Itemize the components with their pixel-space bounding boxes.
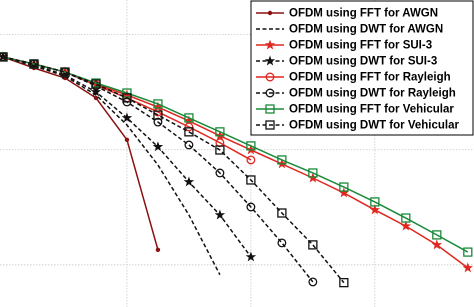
marker: [277, 155, 287, 165]
marker: [339, 277, 349, 288]
plot-lines: [0, 51, 474, 288]
marker: [246, 155, 256, 165]
marker: [431, 239, 443, 250]
marker: [245, 251, 257, 262]
marker: [184, 140, 194, 150]
marker: [277, 208, 287, 218]
marker: [152, 141, 164, 152]
marker: [370, 197, 380, 207]
marker: [308, 277, 318, 287]
legend-marker: [264, 39, 276, 50]
series-line: [2, 56, 221, 276]
marker: [277, 238, 287, 248]
marker: [246, 175, 256, 185]
marker: [153, 110, 163, 120]
legend: OFDM using FFT for AWGN OFDM using DWT fo…: [250, 0, 474, 136]
marker: [0, 52, 8, 62]
legend-label: OFDM using DWT for Rayleigh: [289, 88, 456, 100]
marker: [215, 145, 225, 155]
marker: [121, 112, 133, 123]
marker: [91, 79, 101, 89]
marker: [60, 67, 70, 77]
marker: [338, 187, 350, 198]
marker: [122, 93, 132, 103]
marker: [369, 204, 381, 215]
marker: [401, 213, 411, 223]
marker: [308, 168, 318, 178]
marker: [215, 168, 225, 178]
legend-marker: [265, 104, 275, 114]
marker: [400, 220, 412, 231]
marker: [59, 69, 71, 80]
marker: [153, 117, 163, 127]
marker: [29, 59, 39, 69]
marker: [183, 176, 195, 187]
marker: [184, 113, 194, 123]
legend-marker: [267, 10, 273, 16]
marker: [124, 137, 130, 142]
marker: [155, 247, 161, 253]
legend-label: OFDM using FFT for Vehicular: [289, 104, 454, 116]
marker: [0, 51, 9, 62]
legend-marker: [264, 55, 276, 66]
series: [0, 52, 349, 288]
series: [2, 56, 221, 276]
marker: [214, 209, 226, 220]
series-line: [2, 56, 345, 284]
marker: [463, 247, 473, 257]
marker: [339, 182, 349, 192]
legend-box: [250, 0, 474, 136]
marker: [152, 101, 164, 112]
legend-marker: [265, 120, 275, 130]
marker: [184, 127, 194, 137]
legend-label: OFDM using FFT for SUI-3: [289, 40, 432, 52]
legend-label: OFDM using DWT for AWGN: [289, 24, 443, 36]
marker: [215, 127, 225, 137]
marker: [153, 99, 163, 109]
marker: [93, 95, 99, 101]
marker: [184, 122, 194, 132]
marker: [246, 141, 256, 151]
marker: [122, 88, 132, 98]
marker: [432, 230, 442, 240]
legend-label: OFDM using DWT for SUI-3: [289, 56, 437, 68]
series-line: [2, 56, 159, 251]
legend-marker: [265, 72, 275, 82]
marker: [183, 115, 195, 126]
legend-label: OFDM using DWT for Vehicular: [289, 120, 459, 132]
legend-marker: [265, 88, 275, 98]
marker: [90, 86, 102, 97]
marker: [246, 202, 256, 212]
legend-label: OFDM using FFT for AWGN: [289, 8, 438, 20]
marker: [462, 262, 474, 273]
marker: [308, 240, 318, 250]
legend-label: OFDM using FFT for Rayleigh: [289, 72, 451, 84]
